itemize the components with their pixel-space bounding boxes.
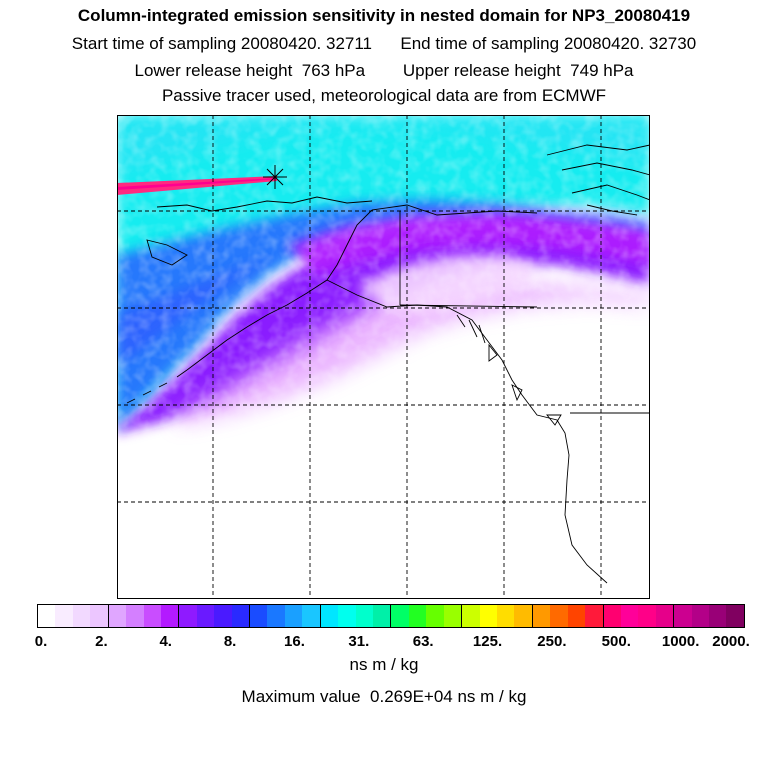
colorbar-swatch	[585, 605, 604, 627]
colorbar-tick-label: 1000.	[661, 633, 700, 650]
colorbar-swatch	[620, 605, 639, 627]
colorbar-swatch	[496, 605, 515, 627]
colorbar-swatch	[408, 605, 427, 627]
colorbar	[37, 604, 745, 628]
colorbar-tick-label: 63.	[412, 633, 434, 650]
colorbar-swatch	[603, 605, 621, 627]
sampling-time-line: Start time of sampling 20080420. 32711 E…	[71, 34, 697, 53]
colorbar-swatch	[250, 605, 268, 627]
colorbar-tick-label: 8.	[223, 633, 237, 650]
colorbar-tick-label: 4.	[159, 633, 172, 650]
sensitivity-field	[117, 115, 650, 445]
colorbar-swatch	[338, 605, 356, 627]
colorbar-swatch	[726, 605, 744, 627]
colorbar-swatch	[709, 605, 727, 627]
colorbar-tick-label: 500.	[601, 633, 631, 650]
colorbar-swatch	[514, 605, 533, 627]
colorbar-swatch	[462, 605, 480, 627]
colorbar-swatch	[373, 605, 392, 627]
colorbar-swatch	[267, 605, 285, 627]
map-frame	[117, 115, 650, 599]
colorbar-tick-label: 2.	[95, 633, 108, 650]
release-point-marker	[263, 165, 287, 189]
plot-title: Column-integrated emission sensitivity i…	[77, 6, 691, 25]
colorbar-swatch	[479, 605, 497, 627]
colorbar-tick-label: 0.	[34, 633, 48, 650]
tracer-info-line: Passive tracer used, meteorological data…	[161, 86, 607, 105]
colorbar-swatch	[214, 605, 232, 627]
colorbar-swatch	[550, 605, 568, 627]
colorbar-swatch	[391, 605, 409, 627]
emission-sensitivity-map	[117, 115, 650, 599]
colorbar-swatch	[674, 605, 692, 627]
colorbar-swatch	[55, 605, 73, 627]
coastlines	[126, 144, 650, 584]
map-canvas	[117, 115, 650, 599]
colorbar-swatch	[38, 605, 56, 627]
colorbar-tick-label: 250.	[537, 633, 567, 650]
colorbar-swatch	[638, 605, 656, 627]
colorbar-tick-label: 2000.	[712, 633, 750, 650]
colorbar-tick-labels: 0. 2. 4. 8. 16. 31. 63. 125. 250. 500. 1000. 2000.	[0, 633, 768, 653]
colorbar-swatch	[231, 605, 251, 627]
colorbar-swatch	[90, 605, 109, 627]
colorbar-swatch	[691, 605, 710, 627]
colorbar-swatch	[655, 605, 675, 627]
release-height-line: Lower release height 763 hPa Upper relea…	[134, 61, 634, 80]
colorbar-swatch	[72, 605, 91, 627]
colorbar-swatch	[160, 605, 180, 627]
colorbar-tick-label: 16.	[284, 633, 305, 650]
colorbar-swatch	[355, 605, 374, 627]
colorbar-swatch	[143, 605, 161, 627]
colorbar-swatch	[302, 605, 321, 627]
graticule	[117, 115, 650, 599]
colorbar-swatch	[320, 605, 339, 627]
colorbar-swatch	[567, 605, 586, 627]
colorbar-tick-label: 125.	[472, 633, 503, 650]
colorbar-swatch	[179, 605, 197, 627]
colorbar-swatch	[108, 605, 127, 627]
colorbar-swatch	[284, 605, 303, 627]
colorbar-units: ns m / kg	[349, 655, 419, 674]
release-streak	[117, 176, 277, 195]
colorbar-swatch	[426, 605, 444, 627]
colorbar-swatch	[532, 605, 551, 627]
colorbar-swatch	[126, 605, 144, 627]
colorbar-tick-label: 31.	[348, 633, 370, 650]
colorbar-swatch	[443, 605, 463, 627]
maximum-value-label: Maximum value 0.269E+04 ns m / kg	[241, 687, 527, 706]
colorbar-swatch	[196, 605, 215, 627]
